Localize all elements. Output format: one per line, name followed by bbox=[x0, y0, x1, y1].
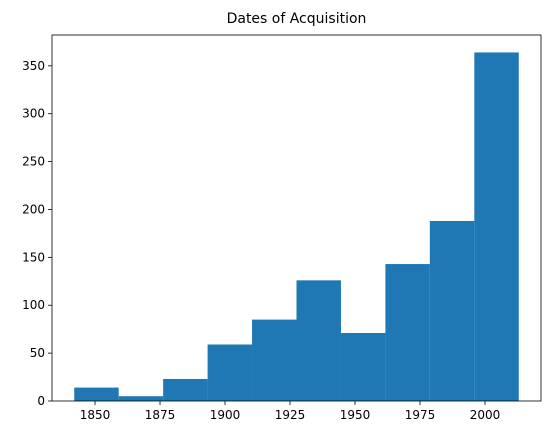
y-tick-label: 250 bbox=[22, 155, 45, 169]
histogram-bar-3 bbox=[163, 378, 208, 401]
x-tick-label: 1925 bbox=[275, 408, 306, 422]
histogram-bar-7 bbox=[340, 333, 386, 401]
histogram-bar-10 bbox=[474, 52, 519, 402]
y-tick-label: 50 bbox=[30, 346, 45, 360]
histogram-bar-6 bbox=[296, 280, 341, 401]
bars-group bbox=[74, 52, 519, 402]
x-tick-label: 1875 bbox=[145, 408, 176, 422]
histogram-bar-9 bbox=[429, 220, 475, 401]
y-tick-label: 150 bbox=[22, 250, 45, 264]
y-tick-label: 300 bbox=[22, 107, 45, 121]
histogram-bar-1 bbox=[74, 387, 119, 401]
x-tick-label: 2000 bbox=[470, 408, 501, 422]
x-tick-label: 1975 bbox=[405, 408, 436, 422]
x-axis-ticks: 1850 1875 1900 1925 1950 1975 2000 bbox=[80, 401, 500, 422]
y-tick-label: 350 bbox=[22, 59, 45, 73]
plot-area-frame bbox=[51, 34, 542, 402]
histogram-bar-2 bbox=[118, 396, 164, 401]
histogram-bar-5 bbox=[252, 319, 297, 401]
x-tick-label: 1850 bbox=[80, 408, 111, 422]
histogram-bar-8 bbox=[385, 264, 430, 401]
y-tick-label: 0 bbox=[37, 394, 45, 408]
y-tick-label: 200 bbox=[22, 202, 45, 216]
chart-title: Dates of Acquisition bbox=[227, 11, 367, 27]
y-axis-ticks: 0 50 100 150 200 250 300 350 bbox=[22, 59, 52, 408]
x-tick-label: 1900 bbox=[210, 408, 241, 422]
y-tick-label: 100 bbox=[22, 298, 45, 312]
x-tick-label: 1950 bbox=[340, 408, 371, 422]
histogram-bar-4 bbox=[207, 344, 253, 401]
